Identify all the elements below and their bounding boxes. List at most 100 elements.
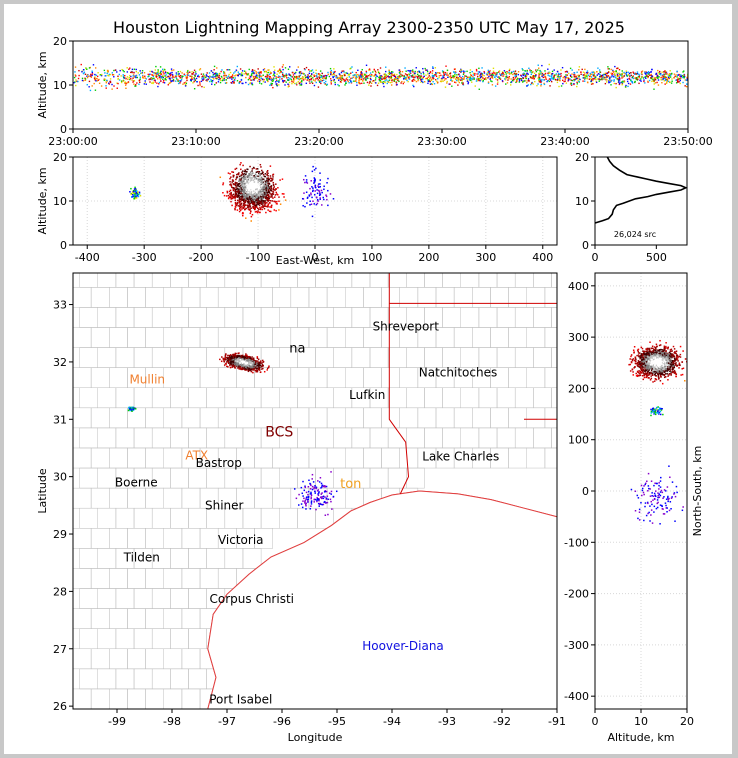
ew-point <box>303 178 305 181</box>
ew-point <box>244 193 247 196</box>
ew-ylabel: Altitude, km <box>36 167 49 234</box>
time-height-point <box>152 75 155 78</box>
county-cell <box>460 307 480 328</box>
county-cell <box>170 668 189 690</box>
time-height-point <box>338 79 340 81</box>
time-height-point <box>622 76 625 78</box>
time-height-point <box>360 72 363 74</box>
time-height-point <box>412 84 414 87</box>
county-cell <box>460 427 480 449</box>
county-cell <box>363 287 382 308</box>
time-height-point <box>247 83 250 86</box>
ew-point <box>263 187 265 189</box>
county-cell <box>581 448 599 468</box>
ew-point <box>134 189 137 191</box>
time-height-point <box>542 74 545 76</box>
county-cell <box>424 227 442 247</box>
time-height-point <box>556 81 559 84</box>
time-height-point <box>153 79 156 81</box>
time-height-point <box>304 78 306 80</box>
time-height-point <box>275 77 277 80</box>
county-cell <box>134 187 152 207</box>
time-height-point <box>312 71 315 74</box>
county-cell <box>382 207 400 227</box>
ew-point <box>239 192 241 195</box>
time-height-point <box>139 72 142 74</box>
county-cell <box>90 407 110 429</box>
time-height-point <box>497 81 499 83</box>
histogram-ytick-label: 20 <box>575 151 589 164</box>
time-height-point <box>563 76 566 78</box>
ew-point <box>129 191 131 193</box>
time-height-point <box>452 74 454 77</box>
ew-point <box>242 214 244 217</box>
time-height-point <box>630 72 632 74</box>
time-height-point <box>438 75 441 77</box>
county-cell <box>181 287 201 308</box>
time-height-point <box>350 77 352 80</box>
time-height-point <box>307 75 310 77</box>
time-height-point <box>156 78 159 80</box>
time-height-point <box>317 86 320 88</box>
ew-point <box>222 183 224 186</box>
ew-point <box>279 179 281 181</box>
time-height-point <box>89 89 92 92</box>
time-height-point <box>392 71 394 74</box>
time-height-point <box>656 81 658 84</box>
county-cell <box>642 107 660 127</box>
time-height-point <box>322 79 325 81</box>
ew-point <box>246 191 249 193</box>
ew-point <box>234 195 237 197</box>
ew-xtick-label: 300 <box>475 251 496 264</box>
time-height-point <box>135 68 137 71</box>
ew-point <box>310 180 312 182</box>
time-height-point <box>654 78 657 81</box>
ew-point <box>269 165 272 167</box>
ew-point <box>256 193 258 196</box>
time-height-point <box>491 75 493 77</box>
time-height-point <box>473 77 475 79</box>
time-height-point <box>426 77 428 80</box>
time-height-point <box>549 79 552 81</box>
time-height-point <box>340 71 343 74</box>
time-height-point <box>479 76 482 79</box>
county-cell <box>199 327 219 348</box>
ew-point <box>254 193 257 195</box>
time-height-point <box>550 73 553 75</box>
county-cell <box>152 187 170 207</box>
ew-point <box>274 201 277 203</box>
time-height-point <box>220 79 222 82</box>
time-height-point <box>284 84 286 86</box>
time-height-point <box>292 77 295 80</box>
time-height-point <box>442 71 444 73</box>
time-height-point <box>298 82 301 85</box>
time-height-point <box>329 78 332 80</box>
time-height-point <box>446 69 449 71</box>
time-height-point <box>87 75 90 78</box>
ew-point <box>248 184 250 186</box>
time-height-point <box>584 75 586 78</box>
ew-point <box>258 191 260 193</box>
time-height-point <box>411 75 413 77</box>
county-cell <box>690 328 708 348</box>
time-height-point <box>145 83 147 85</box>
time-height-point <box>291 80 293 83</box>
ew-point <box>261 186 263 189</box>
county-cell <box>297 507 316 529</box>
time-height-point <box>555 79 557 81</box>
time-height-point <box>388 71 391 74</box>
time-height-point <box>269 73 271 75</box>
time-height-point <box>346 72 348 75</box>
ew-point <box>246 204 249 207</box>
time-height-point <box>75 75 77 77</box>
time-height-point <box>212 75 214 78</box>
time-height-point <box>576 71 578 73</box>
time-height-point <box>614 74 616 76</box>
ew-point <box>242 211 244 214</box>
county-cell <box>654 287 672 307</box>
time-height-point <box>441 77 443 80</box>
county-cell <box>97 668 117 690</box>
ew-point <box>234 168 237 170</box>
ew-point <box>319 198 321 201</box>
time-height-point <box>214 72 216 75</box>
